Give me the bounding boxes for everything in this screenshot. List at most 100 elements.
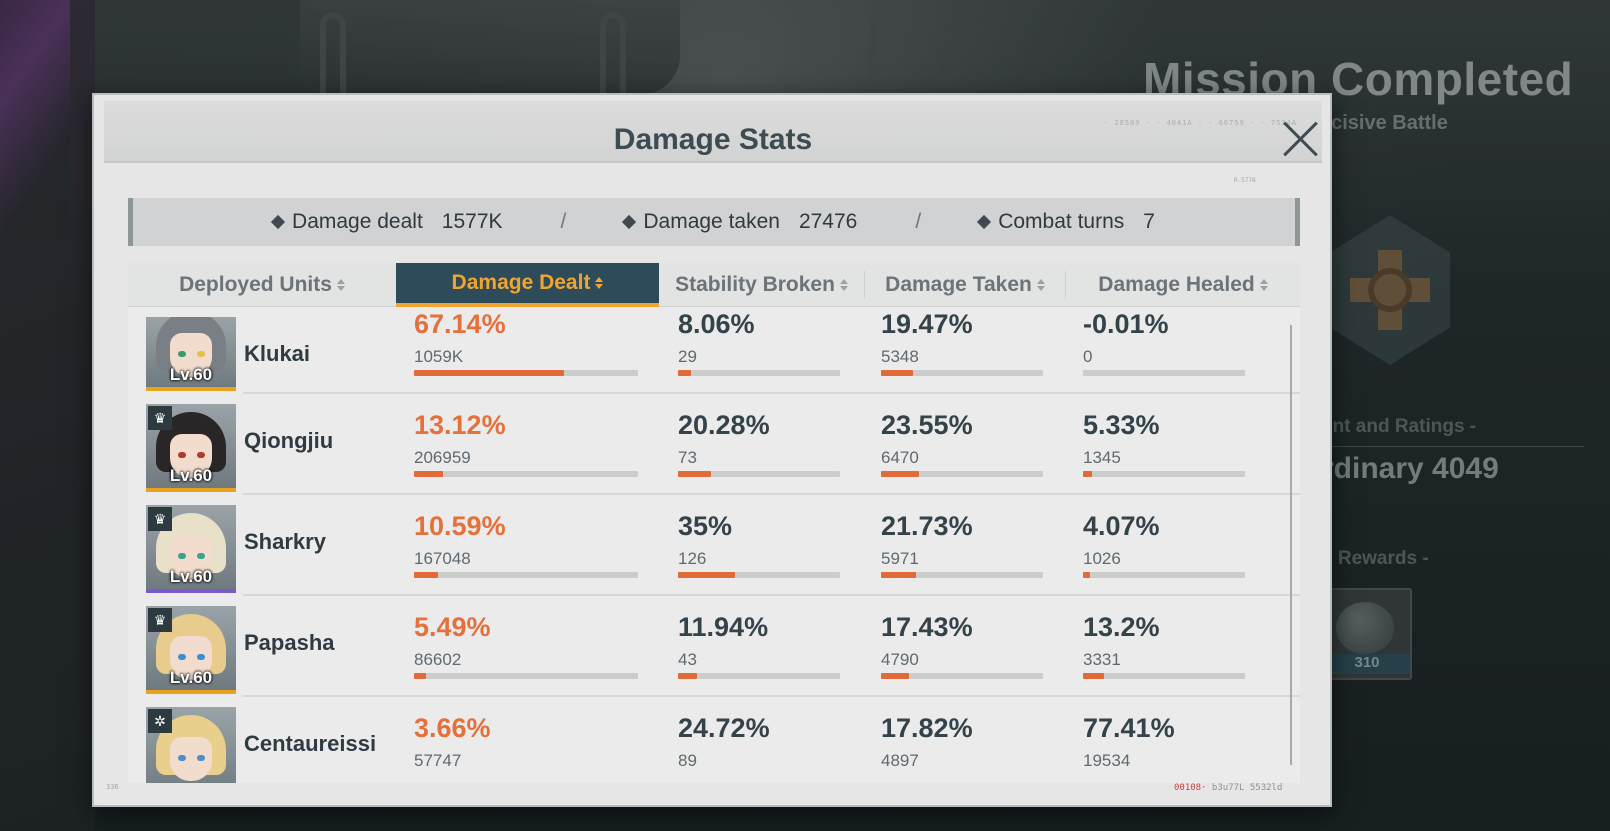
column-header-damage-taken[interactable]: Damage Taken: [865, 263, 1065, 307]
stat-raw-value: 86602: [414, 650, 462, 669]
stat-bar-fill: [678, 370, 692, 376]
stat-raw-value: 3331: [1083, 650, 1121, 669]
stat-raw-value: 19534: [1083, 751, 1131, 770]
table-body: Lv.60 Klukai 67.14% 1059K 8.06% 29 19.47…: [128, 307, 1300, 783]
row-divider: [243, 493, 1300, 495]
stat-damage-healed: -0.01% 0: [1083, 307, 1253, 389]
avatar: ♛ Lv.60: [146, 505, 236, 593]
stat-bar: [414, 471, 638, 477]
ratings-label: ent and Ratings -: [1322, 416, 1477, 437]
stat-percent: -0.01%: [1083, 309, 1169, 339]
column-label: Stability Broken: [675, 273, 835, 296]
level-label: Lv.60: [169, 365, 213, 384]
column-divider: [1065, 271, 1066, 299]
table-scrollbar[interactable]: [1290, 325, 1292, 765]
level-label: Lv.60: [169, 567, 213, 586]
stat-bar: [678, 572, 840, 578]
mission-subtitle: ecisive Battle: [1320, 112, 1448, 134]
column-header-damage-dealt[interactable]: Damage Dealt: [396, 263, 659, 307]
stat-damage-taken: 21.73% 5971: [881, 501, 1051, 591]
stat-percent: 13.2%: [1083, 612, 1160, 642]
footer-left-code: 336: [106, 783, 119, 791]
footer-decoration-code: 00108· b3u77L 5532ld: [1174, 783, 1282, 793]
table-row[interactable]: Lv.60 Klukai 67.14% 1059K 8.06% 29 19.47…: [128, 307, 1300, 394]
avatar: Lv.60: [146, 317, 236, 391]
unit-name: Sharkry: [244, 529, 326, 554]
stat-percent: 13.12%: [414, 410, 506, 440]
stat-percent: 5.33%: [1083, 410, 1160, 440]
unit-name: Klukai: [244, 341, 311, 366]
sort-arrows-icon: [595, 277, 604, 289]
stat-raw-value: 167048: [414, 549, 471, 568]
stat-raw-value: 89: [678, 751, 697, 770]
table-row[interactable]: ♛ Lv.60 Sharkry 10.59% 167048 35% 126 21…: [128, 495, 1300, 596]
column-header-stability-broken[interactable]: Stability Broken: [659, 263, 864, 307]
background-left-scenery: [0, 0, 95, 831]
summary-label: Combat turns: [998, 210, 1125, 233]
stat-percent: 5.49%: [414, 612, 491, 642]
stat-bar-fill: [678, 471, 711, 477]
summary-combat-turns: Combat turns 7: [977, 210, 1155, 234]
stat-bar-fill: [678, 572, 735, 578]
footer-code-text: b3u77L 5532ld: [1206, 783, 1283, 793]
column-label: Damage Taken: [885, 273, 1032, 296]
unit-name: Qiongjiu: [244, 428, 334, 453]
stat-stability-broken: 8.06% 29: [678, 307, 848, 389]
column-label: Deployed Units: [179, 273, 332, 296]
close-icon[interactable]: [1280, 118, 1322, 160]
stat-bar: [881, 471, 1043, 477]
stat-damage-healed: 77.41% 19534: [1083, 703, 1253, 783]
stat-damage-taken: 19.47% 5348: [881, 307, 1051, 389]
stat-percent: 11.94%: [678, 612, 769, 642]
table-row[interactable]: ✲ Centaureissi 3.66% 57747 24.72% 89 17.…: [128, 697, 1300, 783]
stat-raw-value: 6470: [881, 448, 919, 467]
stat-damage-dealt: 5.49% 86602: [414, 602, 644, 692]
background-pipe: [600, 12, 626, 97]
summary-value: 7: [1143, 210, 1155, 233]
column-header-deployed-units[interactable]: Deployed Units: [128, 263, 396, 307]
stat-bar-fill: [414, 471, 444, 477]
stat-raw-value: 4790: [881, 650, 919, 669]
modal-header: Damage Stats · 28509 · · 4041A · · 66759…: [104, 101, 1322, 163]
summary-separator: /: [560, 210, 567, 233]
stat-percent: 20.28%: [678, 410, 770, 440]
stat-bar-fill: [414, 673, 427, 679]
column-header-damage-healed[interactable]: Damage Healed: [1066, 263, 1300, 307]
stat-bar-fill: [414, 572, 438, 578]
row-divider: [243, 695, 1300, 697]
background-pipe: [870, 8, 896, 78]
diamond-icon: [270, 214, 286, 230]
stat-bar-fill: [1083, 471, 1092, 477]
summary-label: Damage dealt: [292, 210, 423, 233]
stat-damage-dealt: 3.66% 57747: [414, 703, 644, 783]
stat-raw-value: 57747: [414, 751, 462, 770]
stat-percent: 8.06%: [678, 309, 755, 339]
ratings-divider: [1322, 446, 1584, 447]
table-row[interactable]: ♛ Lv.60 Qiongjiu 13.12% 206959 20.28% 73…: [128, 394, 1300, 495]
reward-coin-icon: [1336, 602, 1394, 654]
stats-table: Deployed Units Damage Dealt Stability Br…: [128, 263, 1300, 783]
stat-raw-value: 0: [1083, 347, 1093, 366]
stat-stability-broken: 35% 126: [678, 501, 848, 591]
stat-bar: [881, 673, 1043, 679]
stat-percent: 4.07%: [1083, 511, 1160, 541]
stat-stability-broken: 24.72% 89: [678, 703, 848, 783]
stat-percent: 3.66%: [414, 713, 491, 743]
stat-stability-broken: 20.28% 73: [678, 400, 848, 490]
stat-damage-dealt: 67.14% 1059K: [414, 307, 644, 389]
avatar: ♛ Lv.60: [146, 404, 236, 492]
stat-raw-value: 4897: [881, 751, 919, 770]
stat-percent: 77.41%: [1083, 713, 1175, 743]
stat-percent: 17.82%: [881, 713, 973, 743]
stat-bar: [414, 572, 638, 578]
class-badge-icon: ♛: [148, 507, 172, 531]
stat-bar-fill: [881, 673, 910, 679]
stat-raw-value: 29: [678, 347, 697, 366]
header-decoration-code: · 28509 · · 4041A · · 66759 · · 7534A: [1104, 119, 1297, 127]
stat-raw-value: 206959: [414, 448, 471, 467]
stat-percent: 35%: [678, 511, 733, 541]
column-label: Damage Dealt: [451, 271, 591, 294]
stat-raw-value: 126: [678, 549, 707, 568]
stat-percent: 67.14%: [414, 309, 506, 339]
table-row[interactable]: ♛ Lv.60 Papasha 5.49% 86602 11.94% 43 17…: [128, 596, 1300, 697]
